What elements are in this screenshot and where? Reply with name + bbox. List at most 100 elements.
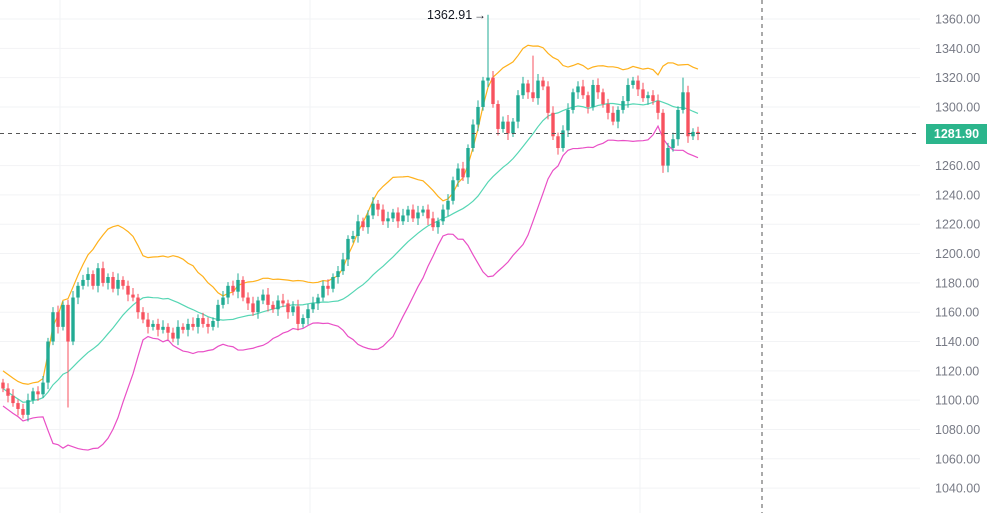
candle-body xyxy=(141,312,145,320)
candle-body xyxy=(181,326,185,330)
candle-body xyxy=(201,318,205,324)
candle xyxy=(321,280,325,302)
candle-body xyxy=(246,297,250,304)
candle-body xyxy=(351,235,355,239)
candle-body xyxy=(691,131,695,137)
candle xyxy=(11,389,15,407)
candle-body xyxy=(151,323,155,327)
candle-body xyxy=(636,80,640,90)
candle xyxy=(116,273,120,296)
price-axis[interactable]: 1360.00 1340.00 1320.00 1300.00 1260.00 1240.… xyxy=(935,13,980,496)
candle xyxy=(6,383,10,403)
candle xyxy=(316,293,320,311)
candle xyxy=(111,271,115,293)
candle-body xyxy=(461,168,465,178)
candle xyxy=(426,204,430,225)
candle-body xyxy=(651,95,655,102)
candle xyxy=(611,106,615,126)
candle-body xyxy=(166,326,170,333)
candle-body xyxy=(616,109,620,122)
candle-body xyxy=(161,326,165,330)
candle xyxy=(496,100,500,136)
candle-body xyxy=(421,209,425,213)
candle-body xyxy=(466,148,470,178)
candle xyxy=(46,337,50,390)
candle xyxy=(266,288,270,312)
candle-body xyxy=(551,112,555,137)
candle-body xyxy=(556,136,560,149)
candle xyxy=(531,55,535,102)
candle-body xyxy=(396,212,400,222)
candle-body xyxy=(156,323,160,330)
candle xyxy=(351,230,355,243)
candle xyxy=(71,290,75,346)
band-middle-line xyxy=(2,99,699,403)
y-tick-label: 1100.00 xyxy=(935,394,979,408)
candle-body xyxy=(41,382,45,395)
candle xyxy=(421,205,425,217)
candle-body xyxy=(516,95,520,122)
candle xyxy=(381,204,385,225)
candle xyxy=(631,76,635,89)
candle xyxy=(616,106,620,129)
candle-body xyxy=(361,221,365,228)
candle-body xyxy=(196,318,200,327)
candle xyxy=(441,204,445,225)
candle-body xyxy=(241,279,245,298)
candle xyxy=(606,98,610,120)
candle-body xyxy=(306,309,310,319)
candle xyxy=(501,116,505,133)
candle xyxy=(16,399,20,416)
candle xyxy=(231,280,235,296)
candle xyxy=(591,79,595,111)
candle-body xyxy=(541,80,545,87)
candle xyxy=(541,76,545,91)
band-upper-line xyxy=(2,44,699,385)
candle-body xyxy=(471,124,475,149)
candle xyxy=(86,267,90,287)
candle xyxy=(446,194,450,217)
candle-body xyxy=(326,285,330,289)
candle xyxy=(281,293,285,308)
candle xyxy=(526,79,530,99)
candle xyxy=(581,79,585,99)
candle xyxy=(361,217,365,231)
candle-body xyxy=(666,148,670,166)
candle-body xyxy=(236,279,240,292)
candle-body xyxy=(566,109,570,131)
candle xyxy=(376,200,380,217)
candle xyxy=(226,282,230,305)
candle-body xyxy=(276,300,280,310)
candle-body xyxy=(346,238,350,260)
candle-body xyxy=(96,268,100,286)
candle xyxy=(246,292,250,311)
candle xyxy=(511,117,515,138)
candle xyxy=(61,301,65,331)
candle xyxy=(646,91,650,105)
candle xyxy=(401,208,405,225)
candle xyxy=(661,109,665,173)
candle xyxy=(236,273,240,299)
candle xyxy=(301,314,305,328)
candle xyxy=(56,305,60,334)
y-tick-label: 1200.00 xyxy=(935,247,980,261)
candle-body xyxy=(626,84,630,102)
y-tick-label: 1340.00 xyxy=(935,42,980,56)
candle-body xyxy=(116,279,120,289)
candle xyxy=(451,176,455,205)
candle xyxy=(291,301,295,316)
candle-body xyxy=(436,221,440,228)
candle-body xyxy=(441,209,445,222)
candle xyxy=(1,378,5,393)
candle xyxy=(546,81,550,120)
candle xyxy=(136,293,140,319)
candle xyxy=(206,317,210,334)
high-annotation: 1362.91 xyxy=(427,8,472,22)
candle-body xyxy=(481,80,485,107)
candle xyxy=(41,375,45,398)
candle xyxy=(461,161,465,181)
candle xyxy=(261,289,265,305)
candle-body xyxy=(501,121,505,129)
candle xyxy=(81,274,85,290)
